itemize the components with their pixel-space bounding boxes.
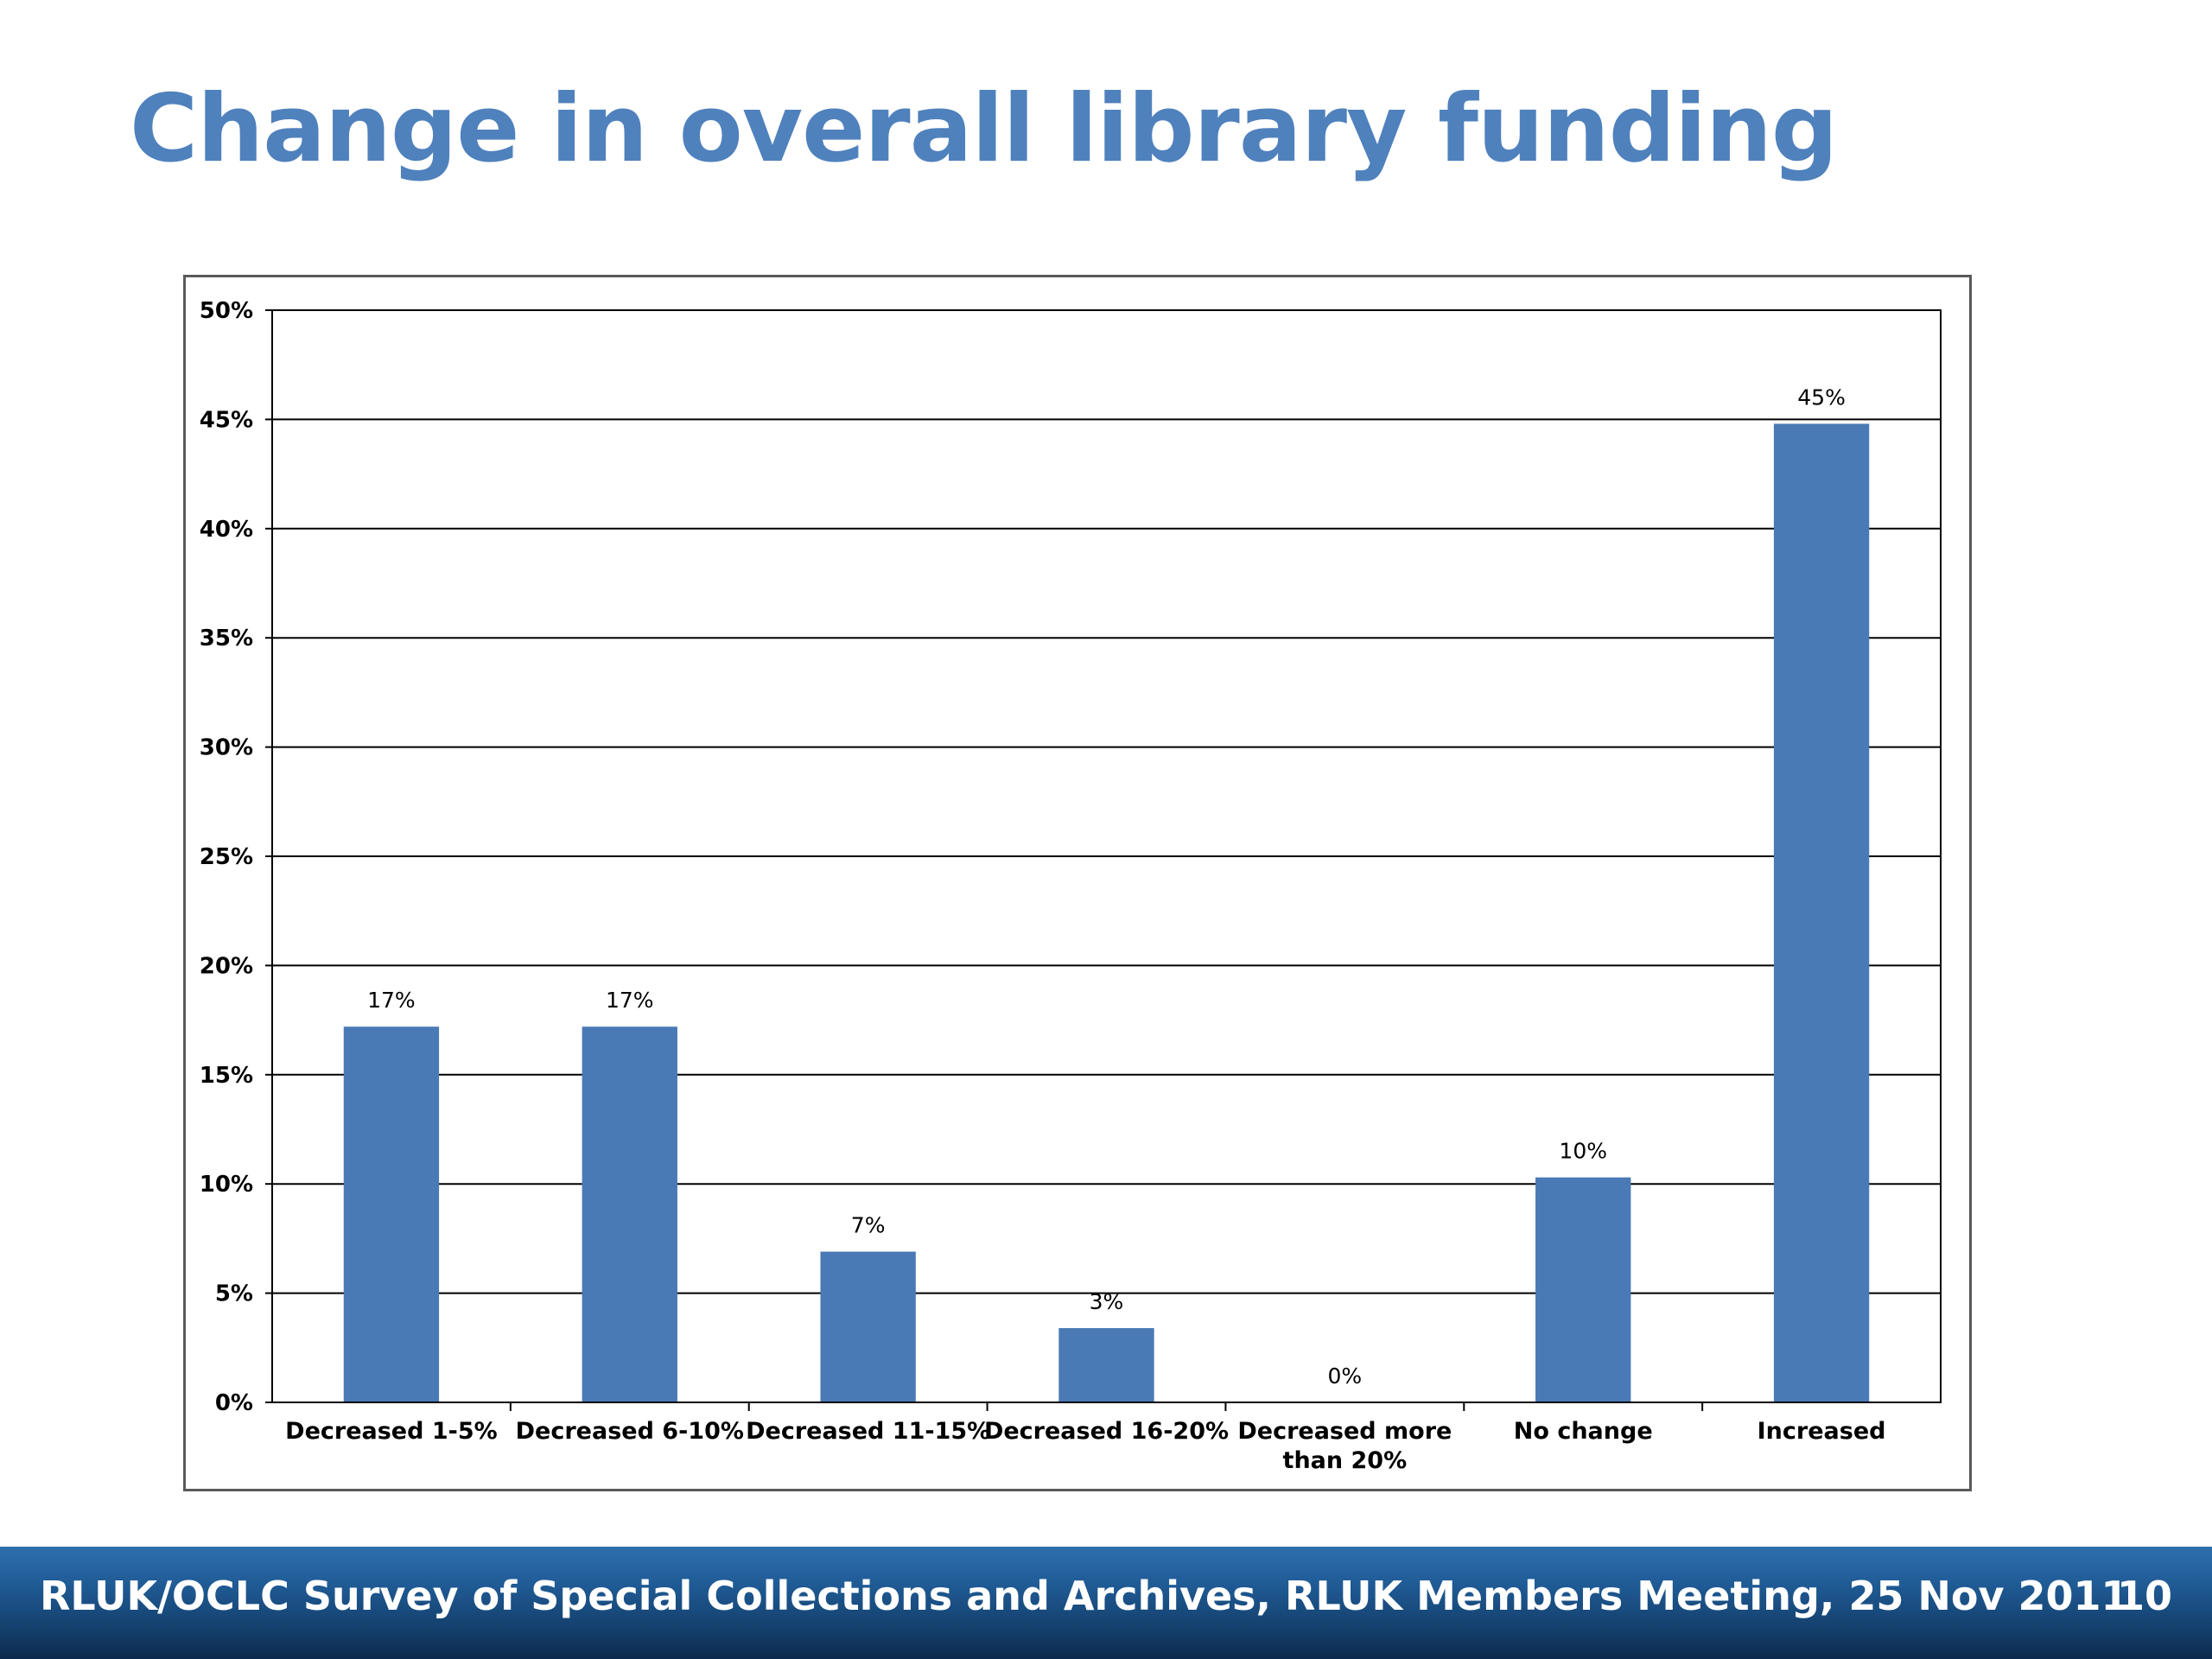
axes	[265, 309, 1942, 1411]
plot-area-border	[271, 309, 1942, 1403]
data-label: 17%	[606, 988, 654, 1013]
bar-chart: 0% 5% 10% 15% 20% 25% 30% 35% 40% 45% 50% 17% 17% 7%…	[200, 298, 1942, 1474]
bar	[343, 1027, 440, 1402]
footer-bar: RLUK/OCLC Survey of Special Collections …	[0, 1547, 2212, 1659]
bar	[820, 1251, 916, 1402]
data-label: 3%	[1090, 1289, 1124, 1314]
y-tick-label: 45%	[200, 407, 253, 433]
x-tick-label: No change	[1514, 1418, 1653, 1445]
y-axis-tick-labels: 0% 5% 10% 15% 20% 25% 30% 35% 40% 45% 50%	[200, 298, 253, 1416]
y-tick-label: 25%	[200, 844, 253, 870]
x-tick-label: Decreased 11-15%	[746, 1418, 990, 1445]
chart-frame: 0% 5% 10% 15% 20% 25% 30% 35% 40% 45% 50% 17% 17% 7%…	[183, 275, 1972, 1491]
slide-title: Change in overall library funding	[130, 75, 1838, 183]
gridlines	[272, 309, 1941, 1403]
bars	[343, 423, 1870, 1402]
x-tick-label: Decreased 16-20%	[984, 1418, 1229, 1445]
data-label: 17%	[367, 988, 416, 1013]
y-tick-label: 40%	[200, 517, 253, 543]
bar	[582, 1027, 677, 1402]
x-tick-label: Decreased 1-5%	[285, 1418, 498, 1445]
y-tick-label: 15%	[200, 1063, 253, 1089]
data-labels: 17% 17% 7% 3% 0% 10% 45%	[367, 385, 1846, 1389]
y-tick-label: 10%	[200, 1172, 253, 1198]
data-label: 45%	[1797, 385, 1846, 410]
x-tick-label: Increased	[1758, 1418, 1886, 1445]
y-tick-label: 20%	[200, 953, 253, 979]
y-tick-label: 35%	[200, 626, 253, 652]
y-tick-label: 50%	[200, 298, 253, 324]
x-tick-label: Decreased more than 20%	[1237, 1418, 1452, 1474]
data-label: 10%	[1559, 1139, 1607, 1164]
data-label: 7%	[851, 1213, 886, 1238]
y-tick-label: 5%	[215, 1281, 253, 1307]
x-tick-label: Decreased 6-10%	[516, 1418, 744, 1445]
page-number: 10	[2116, 1573, 2172, 1619]
bar	[1058, 1328, 1154, 1402]
x-axis-tick-labels: Decreased 1-5% Decreased 6-10% Decreased 1…	[285, 1418, 1885, 1474]
y-tick-label: 0%	[215, 1390, 253, 1416]
footer-text: RLUK/OCLC Survey of Special Collections …	[40, 1573, 2129, 1619]
data-label: 0%	[1328, 1363, 1363, 1389]
y-tick-label: 30%	[200, 735, 253, 761]
bar	[1773, 423, 1870, 1402]
bar	[1535, 1177, 1631, 1402]
